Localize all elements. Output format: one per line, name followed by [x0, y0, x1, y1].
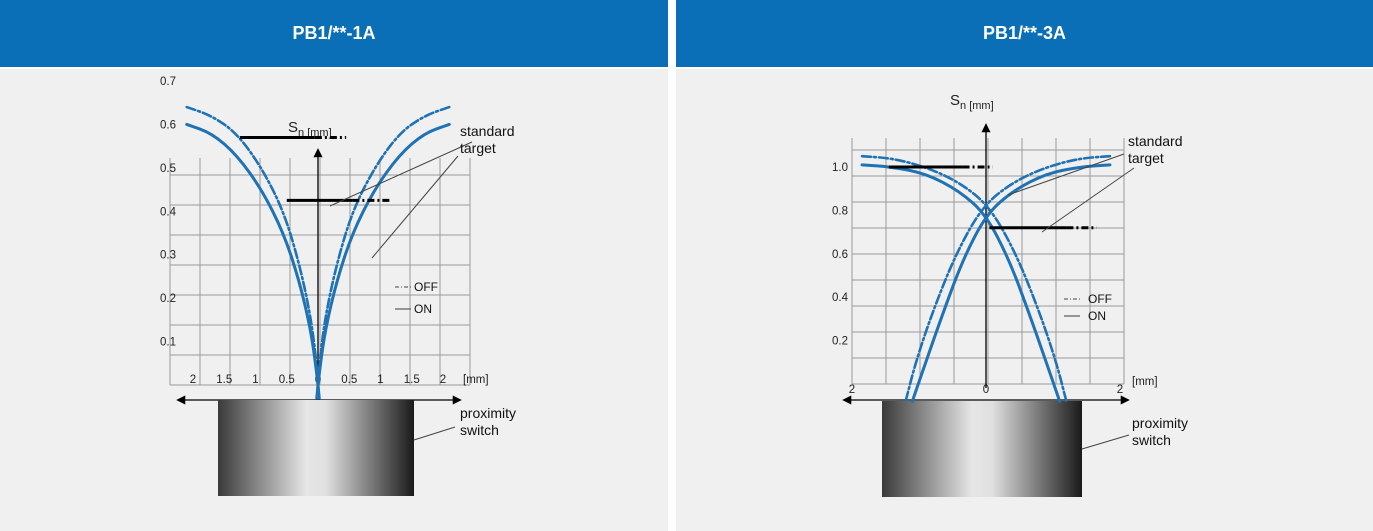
leader-line — [413, 426, 456, 441]
grid — [169, 158, 471, 386]
series-on-curve — [910, 163, 1112, 403]
y-tick-label: 0.2 — [160, 293, 176, 305]
x-tick-label: 0.5 — [341, 374, 357, 386]
x-axis-label: [mm] — [463, 374, 489, 386]
y-tick-label: 0.2 — [832, 336, 848, 348]
y-tick-label: 0.3 — [160, 250, 176, 262]
legend-entry: ON — [1088, 309, 1106, 323]
series-off-curve — [904, 154, 1112, 403]
leader-line — [329, 141, 473, 207]
leader-line — [1007, 153, 1125, 196]
panel-title: PB1/**-1A — [0, 0, 668, 67]
legend-entry: ON — [414, 302, 432, 316]
leader-line — [1081, 434, 1130, 450]
standard-target-label: standard target — [460, 123, 514, 156]
leader-line — [371, 155, 459, 259]
x-tick-label: 2 — [849, 384, 855, 396]
x-tick-label: 1 — [377, 374, 383, 386]
y-tick-label: 1.0 — [832, 162, 848, 174]
standard-target-label: standard target — [1128, 133, 1182, 166]
y-tick-label: 0.5 — [160, 163, 176, 175]
chart-panel-1a: PB1/**-1A 0.1 0.2 0.3 0.4 0.5 0.6 0.7 2 1.5 1 0.5 0… — [0, 0, 668, 531]
proximity-switch — [882, 401, 1082, 497]
y-tick-label: 0.7 — [160, 76, 176, 88]
leader-line — [1041, 167, 1135, 233]
x-tick-label: 0 — [983, 384, 989, 396]
y-tick-label: 0.1 — [160, 337, 176, 349]
x-tick-label: 1.5 — [404, 374, 420, 386]
y-axis-label: Sn [mm] — [950, 92, 994, 112]
proximity-switch-label: proximity switch — [1132, 415, 1188, 448]
y-tick-label: 0.6 — [832, 249, 848, 261]
chart-panel-3a: PB1/**-3A 0.2 0.4 0.6 0.8 1.0 2 0 2 [mm] Sn [mm] s… — [676, 0, 1373, 531]
x-tick-label: 2 — [1117, 384, 1123, 396]
y-tick-label: 0.4 — [832, 292, 849, 304]
x-tick-label: 1.5 — [216, 374, 232, 386]
series-off-curve — [185, 105, 321, 400]
x-tick-label: 2 — [190, 374, 196, 386]
series-on-curve — [185, 122, 321, 400]
series-on-curve — [860, 163, 1062, 403]
proximity-switch — [218, 400, 414, 496]
series-off-curve — [315, 105, 451, 400]
chart-svg-3a: 0.2 0.4 0.6 0.8 1.0 2 0 2 [mm] Sn [mm] standard tar… — [832, 92, 1188, 497]
chart-svg-1a: 0.10.20.30.40.50.60.721.510.500.511.52[m… — [160, 76, 516, 496]
x-tick-label: 1 — [252, 374, 258, 386]
x-tick-label: 0.5 — [279, 374, 295, 386]
x-tick-label: 2 — [440, 374, 446, 386]
y-tick-label: 0.6 — [160, 119, 176, 131]
x-axis-label: [mm] — [1132, 376, 1158, 388]
series-on-curve — [315, 122, 451, 400]
legend-entry: OFF — [414, 280, 438, 294]
panel-title: PB1/**-3A — [676, 0, 1373, 67]
grid — [851, 138, 1125, 385]
proximity-switch-label: proximity switch — [460, 405, 516, 438]
legend-entry: OFF — [1088, 292, 1112, 306]
y-tick-label: 0.4 — [160, 206, 177, 218]
series-off-curve — [860, 154, 1068, 403]
y-tick-label: 0.8 — [832, 205, 848, 217]
